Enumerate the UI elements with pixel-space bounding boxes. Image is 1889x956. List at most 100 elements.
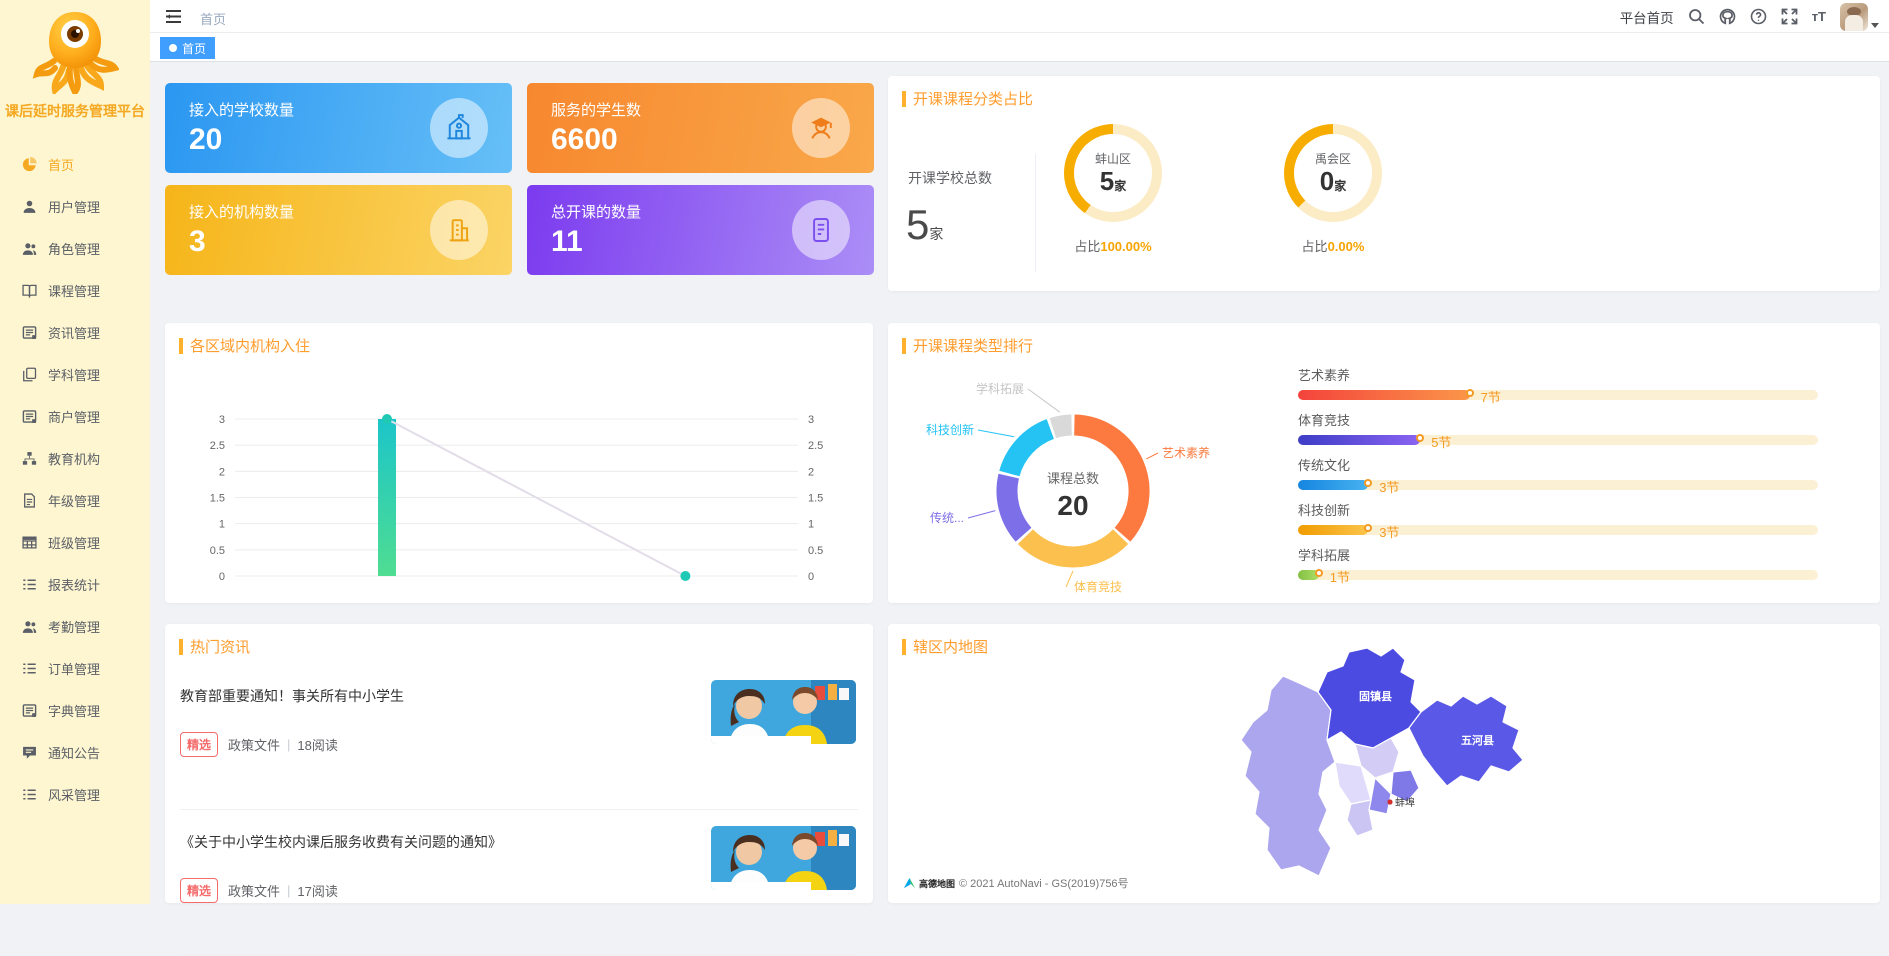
rank-row-2: 体育竞技 5节	[1298, 410, 1838, 450]
sidebar-item-11[interactable]: 报表统计	[0, 563, 150, 605]
course-ranking-bars: 艺术素养 7节 体育竞技 5节 传统文化 3节 科技创新 3节 学科拓展 1节	[1298, 365, 1838, 590]
rank-row-5: 学科拓展 1节	[1298, 545, 1838, 585]
stat-card-label: 接入的机构数量	[189, 204, 295, 221]
tab-bar: 首页	[150, 33, 1889, 62]
stat-card-value: 20	[189, 123, 223, 156]
sidebar-item-9[interactable]: 年级管理	[0, 479, 150, 521]
panel-district-map-title: 辖区内地图	[902, 636, 988, 657]
svg-text:20: 20	[1057, 490, 1088, 521]
sidebar-item-10[interactable]: 班级管理	[0, 521, 150, 563]
graduate-icon	[792, 98, 850, 158]
sidebar-menu: 首页用户管理角色管理课程管理资讯管理 学科管理 商户管理 教育机构年级管理班级管理 报表…	[0, 143, 150, 815]
sidebar-item-13[interactable]: 订单管理	[0, 647, 150, 689]
octopus-logo-icon	[32, 12, 120, 98]
rank-fill	[1298, 390, 1470, 400]
ring-district-value: 5家	[1099, 166, 1127, 197]
svg-text:课程总数: 课程总数	[1047, 471, 1099, 486]
class-icon	[22, 535, 37, 550]
panel-hot-news-title: 热门资讯	[179, 636, 250, 657]
svg-text:体育竞技: 体育竞技	[1074, 579, 1122, 594]
total-schools-label: 开课学校总数	[908, 170, 992, 186]
list-icon	[22, 661, 37, 676]
platform-home-link[interactable]: 平台首页	[1619, 10, 1674, 26]
news-title: 《关于中小学生校内课后服务收费有关问题的通知》	[180, 834, 502, 850]
stat-card-1: 接入的学校数量 20	[165, 83, 512, 173]
sidebar-item-label: 课程管理	[48, 283, 101, 299]
news-item-1[interactable]: 教育部重要通知！事关所有中小学生 精选 政策文件 | 18阅读	[180, 664, 858, 810]
sidebar-item-label: 字典管理	[48, 703, 101, 719]
breadcrumb[interactable]: 首页	[200, 12, 227, 27]
sidebar-item-label: 用户管理	[48, 199, 101, 215]
sidebar-collapse-icon[interactable]	[165, 8, 182, 25]
svg-text:2: 2	[219, 466, 225, 478]
panel-course-ranking-title: 开课课程类型排行	[902, 335, 1033, 356]
search-icon[interactable]	[1688, 8, 1705, 25]
svg-text:3: 3	[808, 414, 814, 426]
orgtree-icon	[22, 451, 37, 466]
news-icon	[22, 703, 37, 718]
news-featured-badge: 精选	[180, 732, 219, 757]
dashboard-content: 接入的学校数量 20 服务的学生数 6600 接入的机构数量 3 总开课的数量 11 开课课程…	[150, 62, 1889, 956]
rank-row-3: 传统文化 3节	[1298, 455, 1838, 495]
avatar[interactable]	[1840, 2, 1868, 31]
sidebar-item-12[interactable]: 考勤管理	[0, 605, 150, 647]
rank-dot	[1364, 479, 1373, 487]
rank-label: 学科拓展	[1298, 548, 1351, 563]
svg-text:1.5: 1.5	[808, 493, 823, 505]
tab-home-label: 首页	[182, 41, 207, 56]
district-map[interactable]: 固镇县 五河县 蚌埠	[1218, 644, 1548, 894]
sidebar-item-3[interactable]: 角色管理	[0, 227, 150, 269]
stat-card-value: 11	[551, 225, 583, 258]
sidebar-item-8[interactable]: 教育机构	[0, 437, 150, 479]
sidebar-item-1[interactable]: 首页	[0, 143, 150, 185]
github-icon[interactable]	[1719, 8, 1736, 25]
building-icon	[430, 200, 488, 260]
rank-fill	[1298, 480, 1369, 490]
amap-logo-icon	[903, 877, 916, 888]
rank-label: 体育竞技	[1298, 413, 1351, 428]
sidebar-item-5[interactable]: 资讯管理	[0, 311, 150, 353]
user-icon	[22, 199, 37, 214]
news-meta: 精选 政策文件 | 17阅读	[180, 878, 338, 903]
stat-card-3: 接入的机构数量 3	[165, 185, 512, 275]
rank-label: 艺术素养	[1298, 368, 1351, 383]
rank-dot	[1314, 569, 1323, 577]
sidebar-item-label: 年级管理	[48, 493, 101, 509]
font-size-icon[interactable]: тT	[1811, 9, 1826, 24]
ring-gauge: 禹会区 0家	[1284, 124, 1382, 222]
sidebar-item-6[interactable]: 学科管理	[0, 353, 150, 395]
help-icon[interactable]	[1750, 8, 1767, 25]
sidebar-item-7[interactable]: 商户管理	[0, 395, 150, 437]
rank-track: 3节	[1298, 479, 1818, 495]
news-item-2[interactable]: 《关于中小学生校内课后服务收费有关问题的通知》精选 政策文件 | 17阅读	[180, 810, 858, 956]
svg-text:2.5: 2.5	[210, 440, 225, 452]
tab-home[interactable]: 首页	[160, 37, 216, 59]
news-category: 政策文件	[228, 884, 281, 899]
top-navbar: 首页 平台首页 тT	[150, 0, 1889, 33]
rank-value: 1节	[1329, 570, 1351, 585]
news-thumbnail	[711, 826, 856, 890]
ring-ratio: 占比0.00%	[1301, 239, 1365, 254]
map-label-wuhe: 五河县	[1461, 733, 1494, 747]
user-menu[interactable]	[1840, 2, 1879, 31]
sidebar-item-15[interactable]: 通知公告	[0, 731, 150, 773]
sidebar-item-16[interactable]: 风采管理	[0, 773, 150, 815]
svg-text:2: 2	[808, 466, 814, 478]
svg-text:3: 3	[219, 414, 225, 426]
map-label-bengbu: 蚌埠	[1395, 796, 1415, 809]
news-category: 政策文件	[228, 738, 281, 753]
sidebar-item-4[interactable]: 课程管理	[0, 269, 150, 311]
stat-card-value: 6600	[551, 123, 618, 156]
map-marker-bengbu	[1387, 799, 1393, 805]
rank-value: 3节	[1379, 525, 1400, 540]
rank-value: 7节	[1480, 390, 1501, 405]
total-schools-value: 5家	[906, 201, 943, 249]
stat-card-value: 3	[189, 225, 206, 258]
sidebar-item-2[interactable]: 用户管理	[0, 185, 150, 227]
app-logo	[0, 0, 150, 99]
sidebar-item-14[interactable]: 字典管理	[0, 689, 150, 731]
chevron-down-icon	[1871, 22, 1879, 28]
fullscreen-icon[interactable]	[1781, 8, 1798, 25]
users-icon	[22, 241, 37, 256]
rank-track: 5节	[1298, 434, 1818, 450]
